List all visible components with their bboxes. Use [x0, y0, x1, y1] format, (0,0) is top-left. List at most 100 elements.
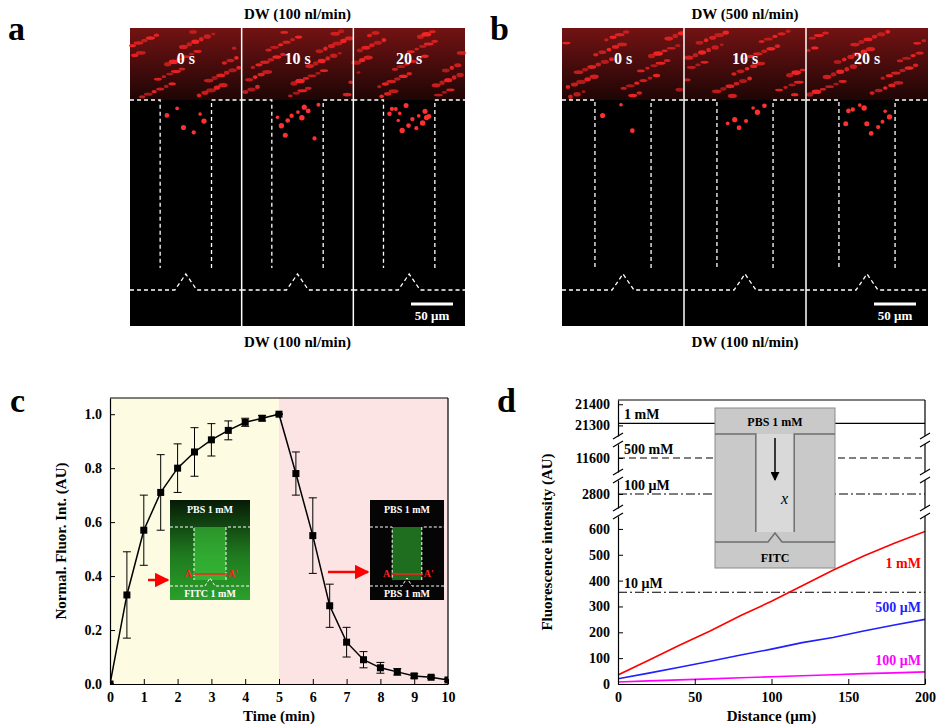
- particle: [723, 30, 729, 34]
- particle: [290, 81, 297, 86]
- x-tick-label: 4: [242, 690, 249, 705]
- particle: [728, 94, 737, 98]
- particle: [131, 53, 138, 57]
- x-tick-mark: [414, 679, 415, 684]
- channel-outline: [806, 274, 928, 290]
- particle: [590, 75, 599, 79]
- particle: [687, 66, 696, 69]
- y-axis-line: [618, 401, 619, 437]
- particle: [424, 115, 429, 120]
- particle: [648, 76, 653, 79]
- channel-outline: [562, 100, 684, 268]
- inset-marker: A: [383, 568, 391, 579]
- particle: [289, 114, 293, 118]
- particle: [306, 108, 311, 113]
- particle: [846, 109, 851, 114]
- error-bar-cap: [157, 454, 165, 455]
- particle: [851, 107, 855, 111]
- particle: [457, 51, 467, 55]
- particle: [164, 85, 169, 88]
- particle: [823, 75, 832, 79]
- particle: [377, 85, 381, 88]
- channel-outline: [562, 274, 684, 290]
- particle: [330, 54, 337, 59]
- particle: [566, 85, 570, 89]
- particle: [305, 87, 312, 90]
- particle: [303, 77, 309, 80]
- particle: [650, 64, 657, 67]
- y-axis: 2800: [582, 481, 623, 509]
- frame-time: 20 s: [396, 50, 422, 67]
- particle: [593, 53, 598, 57]
- particle: [168, 82, 175, 85]
- particle: [364, 55, 373, 59]
- x-tick-mark: [772, 679, 773, 684]
- particle: [255, 85, 260, 89]
- particle: [323, 47, 327, 51]
- x-tick: 3: [208, 679, 215, 705]
- y-tick-mark: [618, 458, 623, 459]
- x-tick-mark: [245, 679, 246, 684]
- particle: [568, 95, 573, 99]
- y-tick: 100: [589, 651, 623, 666]
- inset-marker: A': [228, 568, 238, 579]
- particle: [338, 52, 342, 55]
- image-frame: 20 s50 μm: [806, 28, 928, 326]
- error-bar-cap: [174, 492, 182, 493]
- y-tick-label: 0.0: [85, 677, 103, 692]
- section-line: [193, 573, 227, 575]
- particle: [869, 91, 874, 95]
- x-tick-label: 100: [762, 690, 783, 705]
- particle: [446, 88, 454, 91]
- y-tick-label: 400: [589, 574, 610, 589]
- particle: [761, 50, 767, 53]
- error-bar-cap: [207, 423, 215, 424]
- particle: [290, 38, 295, 41]
- inset-pocket: [756, 434, 794, 532]
- particle: [704, 38, 708, 42]
- frame-background: [562, 28, 684, 326]
- inset-arrow: [774, 438, 776, 480]
- data-point: [360, 656, 367, 663]
- error-bar: [292, 452, 300, 495]
- inset-outline: [370, 527, 444, 580]
- data-point: [309, 532, 316, 539]
- x-tick-label: 200: [915, 690, 936, 705]
- frame-time: 0 s: [177, 50, 195, 67]
- particle: [698, 50, 706, 54]
- particle: [417, 114, 421, 118]
- error-bar-cap: [360, 667, 368, 668]
- inset-pocket: [392, 527, 422, 580]
- x-tick-label: 50: [688, 690, 702, 705]
- inset-image: PBS 1 mMPBS 1 mMAA': [328, 500, 444, 600]
- particle: [297, 89, 307, 92]
- particle: [731, 72, 736, 76]
- y-tick-label: 200: [589, 625, 610, 640]
- particle: [630, 128, 635, 133]
- x-tick: 7: [344, 679, 351, 705]
- particle: [204, 34, 211, 39]
- particle: [902, 57, 911, 60]
- particle: [251, 66, 255, 69]
- y-tick-label: 0: [603, 677, 610, 692]
- particle: [887, 114, 892, 119]
- particle: [814, 34, 824, 37]
- particle: [812, 90, 822, 95]
- y-tick: 0.8: [85, 461, 116, 476]
- data-point: [292, 470, 299, 477]
- particle: [775, 44, 781, 48]
- particle: [864, 37, 873, 41]
- particle: [913, 64, 919, 68]
- particle: [800, 69, 806, 72]
- y-tick-label: 2800: [582, 487, 610, 502]
- scale-bar: [874, 303, 916, 306]
- image-frame: 0 s: [129, 28, 242, 326]
- particle: [806, 92, 813, 97]
- particle: [406, 72, 412, 76]
- particle: [820, 88, 826, 91]
- image-frame: 0 s: [562, 28, 686, 326]
- particle: [609, 36, 616, 39]
- y-tick: 0: [603, 677, 623, 692]
- x-tick-mark: [313, 679, 314, 684]
- frame-separator: [805, 28, 807, 326]
